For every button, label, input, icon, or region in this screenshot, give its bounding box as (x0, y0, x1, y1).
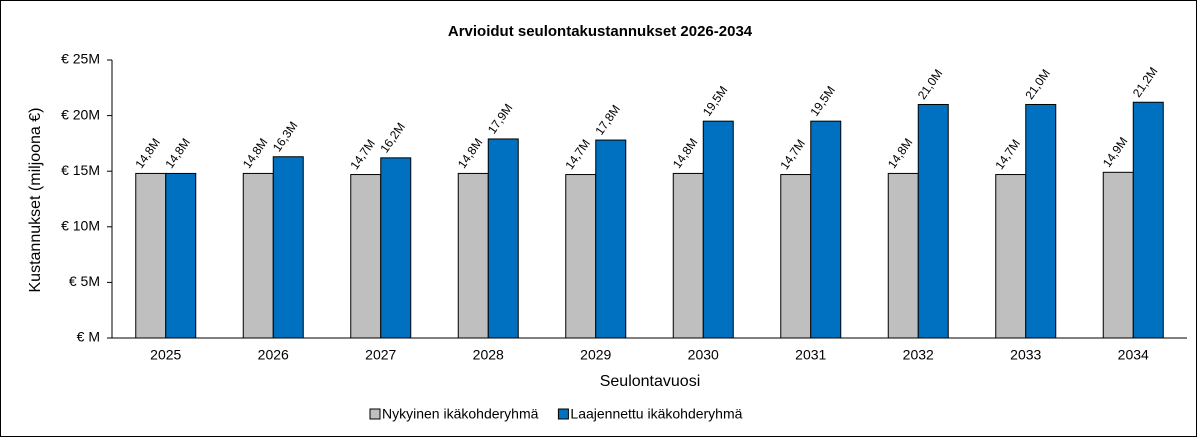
x-tick-label: 2029 (580, 347, 611, 363)
bar (780, 174, 812, 339)
y-tick-label: € 5M (69, 273, 100, 289)
bar (595, 139, 627, 339)
bar (242, 172, 274, 339)
y-tick-label: € M (77, 329, 100, 345)
bar (1102, 171, 1134, 339)
legend-label: Laajennettu ikäkohderyhmä (570, 406, 742, 422)
bar (810, 120, 842, 339)
x-tick-label: 2031 (795, 347, 826, 363)
bar (272, 156, 304, 339)
bar (887, 172, 919, 339)
bar (380, 157, 412, 339)
bar (487, 138, 519, 339)
legend-label: Nykyinen ikäkohderyhmä (382, 406, 539, 422)
x-tick-label: 2030 (688, 347, 719, 363)
bar (672, 172, 704, 339)
x-tick-label: 2032 (903, 347, 934, 363)
chart-title: Arvioidut seulontakustannukset 2026-2034 (448, 23, 753, 40)
bar (135, 172, 167, 339)
bar (702, 120, 734, 339)
legend-swatch (369, 408, 381, 420)
y-tick-label: € 25M (61, 51, 100, 67)
y-tick-label: € 20M (61, 106, 100, 122)
y-tick-label: € 10M (61, 218, 100, 234)
x-axis-title: Seulontavuosi (600, 373, 701, 390)
x-tick-label: 2033 (1010, 347, 1041, 363)
y-tick-label: € 15M (61, 162, 100, 178)
x-tick-label: 2028 (473, 347, 504, 363)
bar (565, 174, 597, 339)
x-tick-label: 2025 (150, 347, 181, 363)
x-tick-label: 2027 (365, 347, 396, 363)
bar (1025, 103, 1057, 339)
bar (917, 103, 949, 339)
x-tick-label: 2026 (258, 347, 289, 363)
bar (165, 172, 197, 339)
bar (995, 174, 1027, 339)
legend-swatch (557, 408, 569, 420)
y-axis-title: Kustannukset (miljoona €) (27, 108, 44, 293)
x-tick-label: 2034 (1118, 347, 1149, 363)
bar (350, 174, 382, 339)
bar (1132, 101, 1164, 339)
bar (457, 172, 489, 339)
